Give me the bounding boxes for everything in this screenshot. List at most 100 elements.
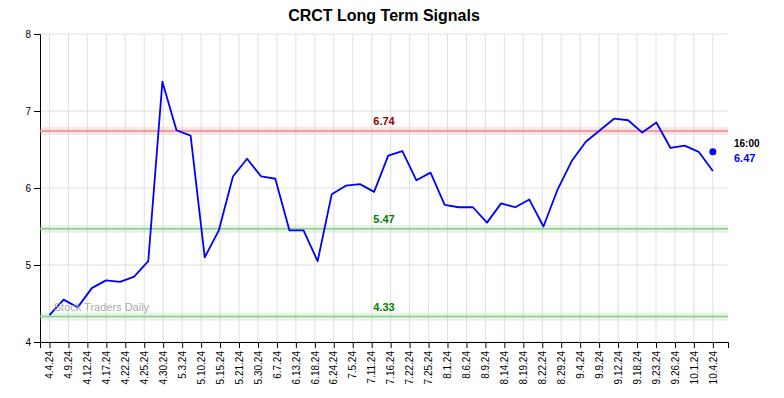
tick: 10.1.24 — [689, 342, 700, 384]
tick-mark — [34, 111, 40, 112]
hline — [40, 130, 728, 132]
tick-label: 7 — [25, 106, 31, 117]
grid-line — [68, 34, 69, 342]
grid-line — [599, 34, 600, 342]
hline — [40, 228, 728, 230]
tick-mark — [68, 342, 69, 348]
grid-line — [504, 34, 505, 342]
tick-mark — [34, 34, 40, 35]
hline-label: 6.74 — [373, 115, 395, 127]
tick-label: 4.25.24 — [139, 351, 150, 385]
tick: 8.29.24 — [556, 342, 567, 384]
tick: 9.9.24 — [594, 342, 605, 379]
grid-line — [182, 34, 183, 342]
tick-mark — [504, 342, 505, 348]
tick-label: 5.30.24 — [253, 351, 264, 385]
tick: 4.9.24 — [63, 342, 74, 379]
tick: 9.18.24 — [632, 342, 643, 384]
grid-line — [106, 34, 107, 342]
tick: 8.9.24 — [480, 342, 491, 379]
grid-line — [655, 34, 656, 342]
tick-label: 4.30.24 — [158, 351, 169, 385]
tick-mark — [561, 342, 562, 348]
tick-label: 10.4.24 — [708, 351, 719, 385]
tick: 6 — [25, 183, 40, 194]
grid-line — [618, 34, 619, 342]
tick-label: 5 — [25, 260, 31, 271]
tick-label: 8.29.24 — [556, 351, 567, 385]
tick-mark — [429, 342, 430, 348]
tick-mark — [599, 342, 600, 348]
tick-mark — [220, 342, 221, 348]
tick-mark — [485, 342, 486, 348]
tick-mark — [694, 342, 695, 348]
tick-label: 5.21.24 — [234, 351, 245, 385]
tick-label: 6.13.24 — [291, 351, 302, 385]
tick-mark — [334, 342, 335, 348]
tick-mark — [391, 342, 392, 348]
tick-mark — [34, 188, 40, 189]
grid-line — [712, 34, 713, 342]
tick-mark — [580, 342, 581, 348]
grid-line — [40, 265, 728, 266]
tick: 4.4.24 — [44, 342, 55, 379]
hline-band — [40, 127, 728, 135]
grid-line — [40, 188, 728, 189]
grid-line — [40, 34, 728, 35]
tick-mark — [34, 342, 40, 343]
tick-mark — [106, 342, 107, 348]
tick: 5.10.24 — [196, 342, 207, 384]
tick-label: 6 — [25, 183, 31, 194]
tick-label: 4.17.24 — [101, 351, 112, 385]
tick-label: 9.4.24 — [575, 351, 586, 379]
tick: 4.22.24 — [120, 342, 131, 384]
tick-label: 4.4.24 — [44, 351, 55, 379]
tick-mark — [182, 342, 183, 348]
tick-mark — [144, 342, 145, 348]
tick-label: 4.12.24 — [82, 351, 93, 385]
tick-mark — [542, 342, 543, 348]
tick: 7 — [25, 106, 40, 117]
tick-mark — [87, 342, 88, 348]
tick: 4.12.24 — [82, 342, 93, 384]
tick: 7.22.24 — [404, 342, 415, 384]
grid-line — [371, 34, 372, 342]
tick-label: 9.12.24 — [613, 351, 624, 385]
tick: 8 — [25, 29, 40, 40]
tick: 4.30.24 — [158, 342, 169, 384]
tick: 6.7.24 — [272, 342, 283, 379]
tick-mark — [675, 342, 676, 348]
tick-mark — [49, 342, 50, 348]
tick-mark — [466, 342, 467, 348]
annotations: 6.745.474.3316:006.47Stock Traders Daily — [54, 115, 760, 313]
grid-line — [144, 34, 145, 342]
tick-label: 8.1.24 — [442, 351, 453, 379]
hline-label: 5.47 — [373, 213, 394, 225]
hline — [40, 316, 728, 318]
tick-label: 5.10.24 — [196, 351, 207, 385]
plot-area — [40, 82, 728, 321]
grid-line — [523, 34, 524, 342]
tick: 7.5.24 — [347, 342, 358, 379]
tick: 9.4.24 — [575, 342, 586, 379]
tick-mark — [618, 342, 619, 348]
grid-line — [257, 34, 258, 342]
tick-label: 9.26.24 — [670, 351, 681, 385]
grid-line — [390, 34, 391, 342]
grid-line — [561, 34, 562, 342]
grid-line — [314, 34, 315, 342]
grid-line — [163, 34, 164, 342]
tick-mark — [410, 342, 411, 348]
tick-mark — [353, 342, 354, 348]
grid-line — [466, 34, 467, 342]
grid-line — [580, 34, 581, 342]
tick-label: 5.3.24 — [177, 351, 188, 379]
tick-mark — [239, 342, 240, 348]
tick-label: 4.9.24 — [63, 351, 74, 379]
grid — [40, 34, 728, 342]
tick: 7.11.24 — [366, 342, 377, 384]
tick-mark — [34, 265, 40, 266]
tick: 5 — [25, 260, 40, 271]
tick-label: 9.23.24 — [651, 351, 662, 385]
tick-label: 7.16.24 — [385, 351, 396, 385]
